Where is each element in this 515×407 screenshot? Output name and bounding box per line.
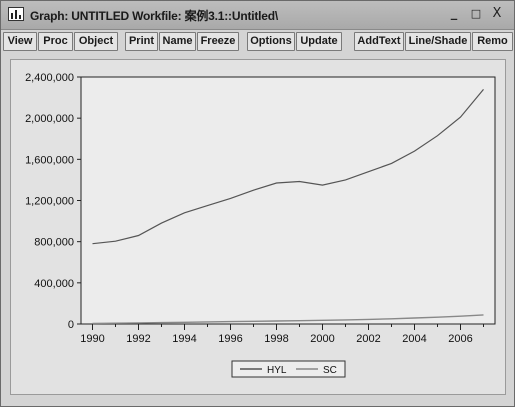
freeze-button[interactable]: Freeze	[197, 32, 239, 51]
view-button[interactable]: View	[3, 32, 37, 51]
print-button[interactable]: Print	[125, 32, 158, 51]
graph-area[interactable]: 0 400,000 800,000 1,200,000 1,600,000 2,000,0…	[10, 59, 506, 395]
x-tick-label: 1992	[126, 333, 150, 345]
x-tick-label: 1998	[264, 333, 288, 345]
legend-label-hyl: HYL	[267, 365, 287, 376]
x-tick-label: 2002	[356, 333, 380, 345]
update-button[interactable]: Update	[296, 32, 342, 51]
series-line-hyl	[92, 89, 484, 245]
y-tick-label: 0	[68, 319, 74, 331]
x-tick-label: 1990	[80, 333, 104, 345]
series-line-sc	[92, 314, 484, 325]
proc-button[interactable]: Proc	[38, 32, 73, 51]
x-tick-label: 2006	[448, 333, 472, 345]
maximize-button[interactable]: □	[470, 7, 482, 20]
y-tick-label: 800,000	[34, 237, 74, 249]
line-shade-button[interactable]: Line/Shade	[405, 32, 471, 51]
y-tick-label: 1,600,000	[25, 154, 74, 166]
object-button[interactable]: Object	[74, 32, 118, 51]
close-button[interactable]: X	[492, 6, 502, 21]
series-layer	[92, 89, 484, 325]
graph-toolbar: View Proc Object Print Name Freeze Optio…	[3, 32, 514, 52]
line-chart: 0 400,000 800,000 1,200,000 1,600,000 2,000,0…	[25, 72, 496, 378]
options-button[interactable]: Options	[247, 32, 295, 51]
x-tick-label: 1996	[218, 333, 242, 345]
graph-app-icon	[8, 7, 24, 21]
x-tick-label: 1994	[172, 333, 196, 345]
legend[interactable]: HYL SC	[231, 360, 346, 378]
legend-label-sc: SC	[323, 365, 337, 376]
x-tick-label: 2004	[402, 333, 426, 345]
y-tick-label: 2,000,000	[25, 113, 74, 125]
y-tick-label: 2,400,000	[25, 72, 74, 84]
title-bar[interactable]: Graph: UNTITLED Workfile: 案例3.1::Untitle…	[1, 1, 514, 30]
y-axis: 0 400,000 800,000 1,200,000 1,600,000 2,000,0…	[25, 72, 81, 331]
legend-box	[231, 360, 346, 378]
window-title: Graph: UNTITLED Workfile: 案例3.1::Untitle…	[30, 9, 279, 23]
plot-frame	[80, 76, 496, 325]
y-tick-label: 400,000	[34, 278, 74, 290]
y-tick-label: 1,200,000	[25, 196, 74, 208]
remove-button[interactable]: Remo	[472, 32, 513, 51]
x-axis: 1990 1992 1994 1996 1998 2000 2002 2004 2006	[80, 324, 484, 345]
minimize-button[interactable]: _	[450, 6, 458, 21]
x-tick-label: 2000	[310, 333, 334, 345]
name-button[interactable]: Name	[159, 32, 196, 51]
addtext-button[interactable]: AddText	[354, 32, 404, 51]
